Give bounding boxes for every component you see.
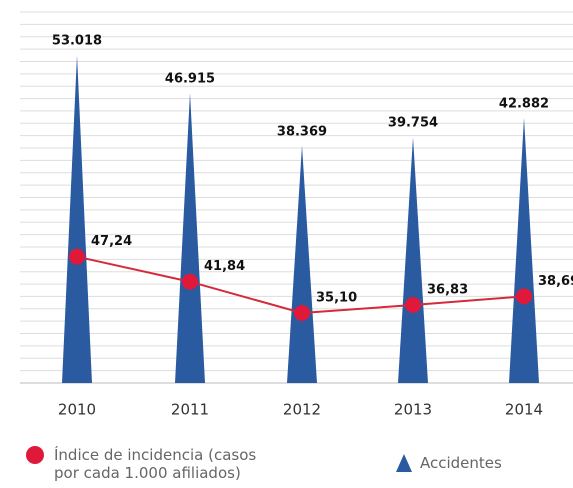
value-label: 36,83 <box>427 282 468 297</box>
value-label: 39.754 <box>388 116 438 131</box>
x-tick-label: 2013 <box>394 401 432 419</box>
legend-label: Índice de incidencia (casos por cada 1.0… <box>54 446 257 482</box>
spike-bar <box>287 145 317 383</box>
value-label: 46.915 <box>165 71 215 86</box>
spike-bar <box>62 55 92 384</box>
value-label: 41,84 <box>204 259 245 274</box>
x-tick-label: 2011 <box>171 401 209 419</box>
line-point <box>182 273 198 290</box>
spike-bar <box>398 137 428 383</box>
value-label: 38,69 <box>538 274 573 289</box>
legend-label: Accidentes <box>420 454 502 472</box>
x-tick-label: 2014 <box>505 401 543 419</box>
line-point <box>516 288 532 305</box>
x-tick-label: 2012 <box>283 401 321 419</box>
legend-swatch <box>396 454 412 472</box>
spike-bar <box>509 117 539 383</box>
line-point <box>405 296 421 313</box>
legend-item: Índice de incidencia (casos por cada 1.0… <box>26 446 276 482</box>
line-point <box>294 304 310 321</box>
value-label: 42.882 <box>499 96 549 111</box>
spike-bar <box>175 92 205 383</box>
chart: 2010 2011 2012 2013 2014 53.018 46.915 38.369 39… <box>20 11 573 419</box>
value-label: 53.018 <box>52 34 102 49</box>
legend-item: Accidentes <box>396 454 502 472</box>
value-label: 38.369 <box>277 124 327 139</box>
legend-swatch <box>26 446 44 464</box>
value-label: 35,10 <box>316 290 357 305</box>
x-tick-label: 2010 <box>58 401 96 419</box>
value-label: 47,24 <box>91 234 132 249</box>
line-point <box>69 248 85 265</box>
